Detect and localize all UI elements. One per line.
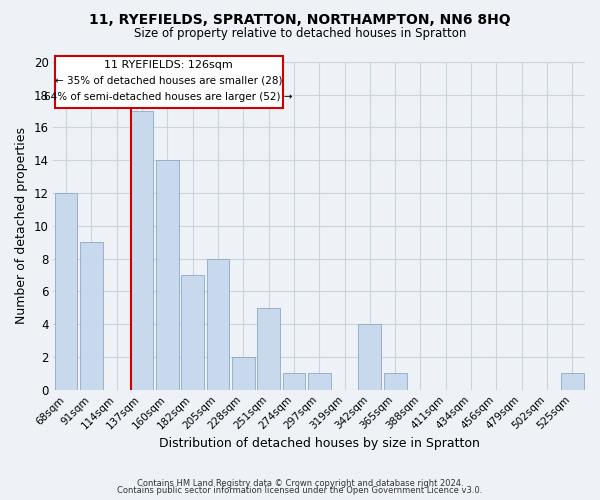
Text: Contains public sector information licensed under the Open Government Licence v3: Contains public sector information licen…: [118, 486, 482, 495]
X-axis label: Distribution of detached houses by size in Spratton: Distribution of detached houses by size …: [159, 437, 479, 450]
Text: 11, RYEFIELDS, SPRATTON, NORTHAMPTON, NN6 8HQ: 11, RYEFIELDS, SPRATTON, NORTHAMPTON, NN…: [89, 12, 511, 26]
Bar: [80, 242, 103, 390]
Bar: [156, 160, 179, 390]
Bar: [257, 308, 280, 390]
FancyBboxPatch shape: [55, 56, 283, 108]
Text: 64% of semi-detached houses are larger (52) →: 64% of semi-detached houses are larger (…: [44, 92, 293, 102]
Bar: [308, 374, 331, 390]
Bar: [131, 111, 154, 390]
Bar: [55, 193, 77, 390]
Bar: [181, 275, 204, 390]
Bar: [384, 374, 407, 390]
Text: Contains HM Land Registry data © Crown copyright and database right 2024.: Contains HM Land Registry data © Crown c…: [137, 478, 463, 488]
Text: ← 35% of detached houses are smaller (28): ← 35% of detached houses are smaller (28…: [55, 76, 283, 86]
Text: 11 RYEFIELDS: 126sqm: 11 RYEFIELDS: 126sqm: [104, 60, 233, 70]
Bar: [283, 374, 305, 390]
Bar: [232, 357, 254, 390]
Bar: [358, 324, 381, 390]
Bar: [206, 258, 229, 390]
Y-axis label: Number of detached properties: Number of detached properties: [15, 127, 28, 324]
Bar: [561, 374, 584, 390]
Text: Size of property relative to detached houses in Spratton: Size of property relative to detached ho…: [134, 28, 466, 40]
